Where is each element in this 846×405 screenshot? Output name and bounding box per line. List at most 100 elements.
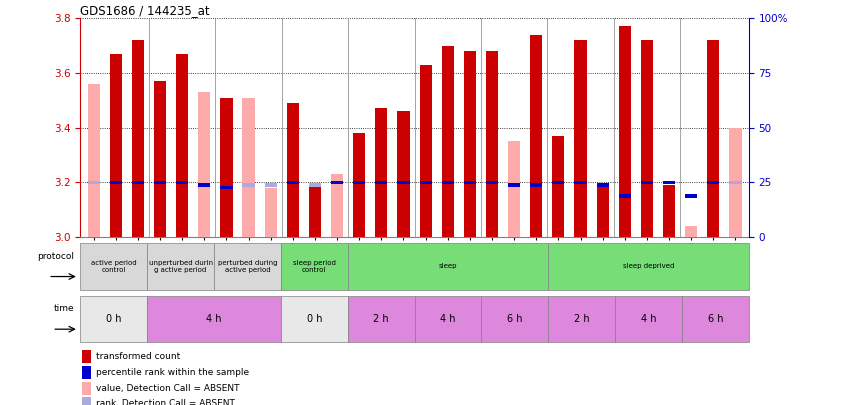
Text: active period
control: active period control xyxy=(91,260,136,273)
Text: sleep period
control: sleep period control xyxy=(293,260,336,273)
Bar xyxy=(82,350,91,363)
Bar xyxy=(682,296,749,342)
Bar xyxy=(552,136,564,237)
Bar xyxy=(508,141,520,237)
Bar xyxy=(618,194,631,198)
Bar xyxy=(508,183,520,187)
Text: 4 h: 4 h xyxy=(640,314,656,324)
Bar xyxy=(147,296,281,342)
Bar xyxy=(548,296,615,342)
Text: value, Detection Call = ABSENT: value, Detection Call = ABSENT xyxy=(96,384,240,393)
Bar xyxy=(331,181,343,184)
Bar xyxy=(464,181,476,184)
Bar xyxy=(663,185,675,237)
Bar xyxy=(287,103,299,237)
Bar xyxy=(442,45,453,237)
Bar xyxy=(287,181,299,184)
Text: rank, Detection Call = ABSENT: rank, Detection Call = ABSENT xyxy=(96,399,235,405)
Bar xyxy=(176,181,189,184)
Bar xyxy=(265,183,277,187)
Bar xyxy=(220,186,233,190)
Bar xyxy=(176,54,189,237)
Bar xyxy=(376,181,387,184)
Bar xyxy=(198,92,211,237)
Text: protocol: protocol xyxy=(37,252,74,260)
Text: 2 h: 2 h xyxy=(373,314,389,324)
Bar xyxy=(281,296,348,342)
Text: GDS1686 / 144235_at: GDS1686 / 144235_at xyxy=(80,4,210,17)
Bar xyxy=(442,181,453,184)
Text: 0 h: 0 h xyxy=(306,314,322,324)
Bar xyxy=(88,84,100,237)
Bar xyxy=(464,51,476,237)
Text: transformed count: transformed count xyxy=(96,352,181,361)
Bar xyxy=(530,34,542,237)
Bar xyxy=(132,40,144,237)
Bar xyxy=(281,243,348,290)
Bar xyxy=(214,243,281,290)
Bar xyxy=(574,40,586,237)
Bar xyxy=(574,181,586,184)
Bar xyxy=(663,181,675,184)
Text: sleep deprived: sleep deprived xyxy=(623,263,674,269)
Bar xyxy=(110,181,122,184)
Bar xyxy=(154,181,166,184)
Bar xyxy=(154,81,166,237)
Bar xyxy=(82,397,91,405)
Bar xyxy=(220,98,233,237)
Bar xyxy=(243,183,255,187)
Bar xyxy=(82,382,91,395)
Bar xyxy=(309,183,321,187)
Bar xyxy=(420,65,431,237)
Bar xyxy=(353,133,365,237)
Bar xyxy=(530,183,542,187)
Bar xyxy=(398,181,409,184)
Bar xyxy=(82,366,91,379)
Text: 2 h: 2 h xyxy=(574,314,590,324)
Text: perturbed during
active period: perturbed during active period xyxy=(217,260,277,273)
Bar xyxy=(548,243,749,290)
Bar xyxy=(552,181,564,184)
Bar xyxy=(348,243,548,290)
Bar xyxy=(615,296,682,342)
Bar xyxy=(729,181,741,184)
Bar xyxy=(353,181,365,184)
Text: time: time xyxy=(53,304,74,313)
Bar xyxy=(707,40,719,237)
Bar xyxy=(110,54,122,237)
Bar xyxy=(80,243,147,290)
Bar xyxy=(685,194,697,198)
Bar xyxy=(729,128,741,237)
Bar xyxy=(398,111,409,237)
Bar xyxy=(640,40,653,237)
Bar xyxy=(486,181,498,184)
Bar xyxy=(707,181,719,184)
Bar xyxy=(147,243,214,290)
Text: percentile rank within the sample: percentile rank within the sample xyxy=(96,368,250,377)
Text: 4 h: 4 h xyxy=(206,314,222,324)
Text: 0 h: 0 h xyxy=(106,314,122,324)
Bar xyxy=(88,181,100,184)
Bar xyxy=(198,183,211,187)
Text: 4 h: 4 h xyxy=(440,314,456,324)
Bar xyxy=(132,181,144,184)
Bar xyxy=(265,188,277,237)
Bar xyxy=(348,296,415,342)
Bar xyxy=(618,26,631,237)
Bar xyxy=(481,296,548,342)
Text: 6 h: 6 h xyxy=(507,314,523,324)
Bar xyxy=(415,296,481,342)
Bar xyxy=(331,174,343,237)
Bar xyxy=(640,181,653,184)
Bar xyxy=(596,185,609,237)
Bar xyxy=(243,98,255,237)
Bar xyxy=(596,183,609,187)
Bar xyxy=(420,181,431,184)
Text: 6 h: 6 h xyxy=(707,314,723,324)
Bar xyxy=(685,226,697,237)
Bar xyxy=(80,296,147,342)
Bar xyxy=(309,185,321,237)
Bar xyxy=(486,51,498,237)
Text: sleep: sleep xyxy=(439,263,457,269)
Bar xyxy=(376,109,387,237)
